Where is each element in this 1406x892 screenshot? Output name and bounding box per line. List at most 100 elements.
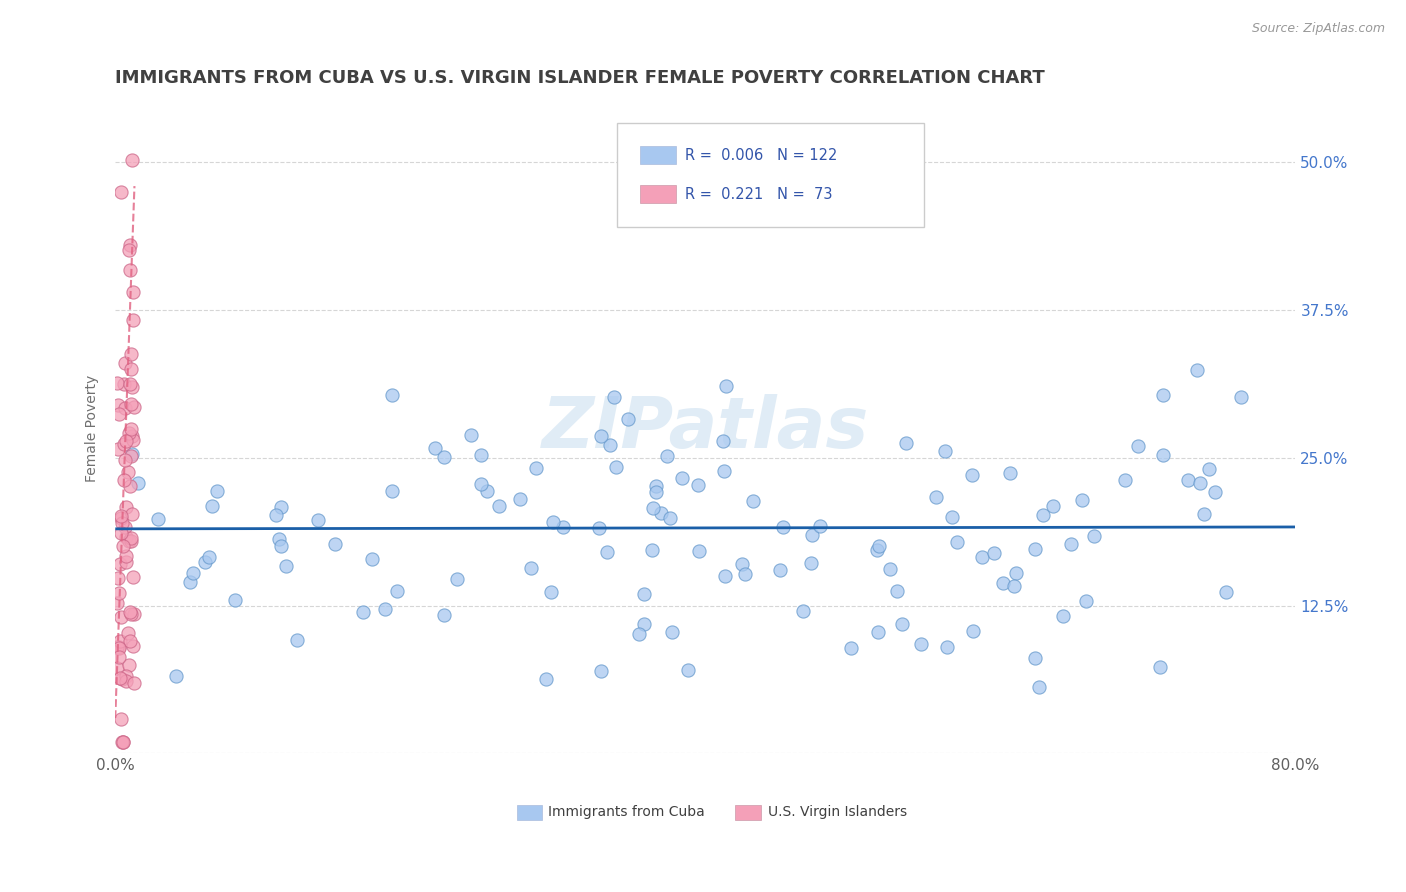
Point [381,388,404,402]
Point [1032,508,1054,522]
Point [659,510,682,524]
Point [633,617,655,632]
Point [423,441,446,455]
Point [769,563,792,577]
Point [588,521,610,535]
Point [122,570,145,584]
Point [866,542,889,557]
Point [1204,485,1226,500]
Point [991,576,1014,591]
Point [121,347,143,361]
Text: R =  0.221   N =  73: R = 0.221 N = 73 [685,186,832,202]
Point [1230,390,1253,404]
Point [122,676,145,690]
Point [650,506,672,520]
Point [120,533,142,548]
FancyBboxPatch shape [617,123,924,227]
Point [115,434,138,449]
Point [121,429,143,443]
Point [181,566,204,580]
Point [603,390,626,404]
Point [105,640,128,655]
Point [534,672,557,686]
Point [1024,541,1046,556]
Point [107,376,129,390]
Point [688,544,710,558]
Point [285,632,308,647]
Point [645,479,668,493]
Point [772,520,794,534]
Y-axis label: Female Poverty: Female Poverty [86,375,100,482]
Point [446,572,468,586]
Point [470,477,492,491]
Point [488,499,510,513]
Point [524,461,547,475]
Point [118,425,141,440]
Point [110,557,132,571]
Point [983,546,1005,560]
Point [110,509,132,524]
Text: R =  0.006   N = 122: R = 0.006 N = 122 [685,148,838,163]
Point [655,449,678,463]
Point [361,552,384,566]
Point [117,465,139,479]
Point [270,539,292,553]
Point [110,525,132,540]
Point [224,593,246,607]
Point [540,585,562,599]
Point [118,633,141,648]
Point [1052,609,1074,624]
Point [117,626,139,640]
Point [686,478,709,492]
Point [124,607,146,622]
Point [374,601,396,615]
Text: Immigrants from Cuba: Immigrants from Cuba [548,805,706,819]
Point [731,557,754,571]
Point [1074,594,1097,608]
Point [1005,566,1028,580]
Point [460,428,482,442]
Point [792,604,814,618]
Point [671,471,693,485]
Point [105,661,128,675]
Point [112,539,135,553]
Point [111,734,134,748]
Point [323,537,346,551]
Point [713,569,735,583]
Point [617,412,640,426]
Point [118,263,141,277]
Point [633,587,655,601]
Point [120,449,142,463]
Point [115,530,138,544]
Point [734,567,756,582]
Point [122,400,145,414]
Point [120,478,142,492]
Point [274,558,297,573]
Point [122,313,145,327]
Point [1083,529,1105,543]
Point [1002,579,1025,593]
Point [941,509,963,524]
Point [110,511,132,525]
Point [112,437,135,451]
Point [541,515,564,529]
Point [112,473,135,487]
Point [879,562,901,576]
Text: IMMIGRANTS FROM CUBA VS U.S. VIRGIN ISLANDER FEMALE POVERTY CORRELATION CHART: IMMIGRANTS FROM CUBA VS U.S. VIRGIN ISLA… [115,69,1045,87]
Point [1198,462,1220,476]
Point [676,663,699,677]
Point [205,484,228,499]
Point [645,485,668,500]
Point [946,535,969,549]
Point [118,533,141,548]
Point [121,433,143,447]
Point [114,555,136,569]
Point [112,377,135,392]
Point [120,397,142,411]
Point [107,571,129,585]
Point [120,607,142,621]
Point [114,500,136,514]
Point [591,429,613,443]
Point [352,605,374,619]
Point [1188,476,1211,491]
